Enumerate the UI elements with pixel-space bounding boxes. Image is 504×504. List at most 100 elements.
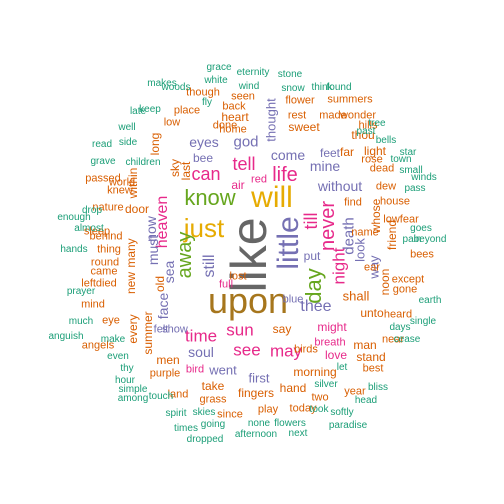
word-thou: thou	[351, 128, 375, 142]
word-put: put	[303, 249, 321, 263]
word-flower: flower	[285, 94, 315, 107]
word-take: take	[201, 379, 225, 393]
word-went: went	[209, 362, 237, 378]
word-will: will	[251, 181, 293, 214]
word-silver: silver	[314, 379, 338, 390]
word-going: going	[200, 419, 226, 430]
word-grass: grass	[199, 393, 227, 406]
word-thee: thee	[300, 298, 332, 315]
word-passed: passed	[85, 172, 121, 185]
word-sun: sun	[226, 320, 254, 340]
word-nature: nature	[92, 201, 124, 214]
word-since: since	[217, 408, 243, 421]
word-skies: skies	[192, 407, 216, 418]
word-hands: hands	[60, 244, 88, 255]
word-lowfear: lowfear	[383, 213, 419, 226]
word-prayer: prayer	[66, 286, 96, 297]
word-bees: bees	[410, 248, 434, 261]
word-hills: hills	[358, 119, 378, 132]
word-men: men	[156, 353, 180, 367]
word-almost: almost	[74, 223, 104, 234]
word-late: late	[129, 106, 147, 117]
word-round: round	[90, 256, 120, 269]
word-make: make	[100, 334, 126, 345]
word-know: know	[184, 185, 236, 210]
word-softly: softly	[330, 407, 354, 418]
word-never: never	[317, 200, 339, 252]
word-pain: pain	[402, 234, 422, 245]
word-red: red	[251, 173, 267, 186]
word-life: life	[272, 164, 298, 186]
word-touch: touch	[148, 391, 174, 402]
word-tree: tree	[368, 118, 386, 129]
word-light: light	[363, 144, 387, 158]
word-afternoon: afternoon	[234, 429, 278, 440]
word-dropped: dropped	[186, 434, 224, 445]
word-still: still	[201, 254, 218, 278]
word-summers: summers	[327, 93, 373, 106]
word-eyes: eyes	[189, 134, 219, 150]
word-new: new	[124, 271, 138, 295]
word-flowers: flowers	[274, 418, 306, 429]
word-soul: soul	[188, 344, 214, 360]
word-ear: ear	[364, 261, 380, 274]
word-enough: enough	[57, 212, 91, 223]
word-cease: cease	[393, 334, 421, 345]
word-thy: thy	[120, 363, 134, 374]
word-keep: keep	[139, 104, 161, 115]
word-beyond: beyond	[413, 234, 447, 245]
word-goes: goes	[410, 223, 432, 234]
word-blue: blue	[282, 293, 304, 306]
word-purple: purple	[149, 367, 181, 380]
word-show: show	[162, 323, 188, 336]
word-among: among	[117, 393, 149, 404]
word-angels: angels	[81, 339, 115, 352]
word-stand: stand	[356, 350, 386, 364]
word-far: far	[339, 145, 355, 159]
word-wonder: wonder	[339, 109, 377, 122]
word-back: back	[222, 100, 246, 113]
word-face: face	[155, 292, 171, 320]
word-gone: gone	[392, 283, 418, 296]
word-first: first	[248, 370, 270, 386]
word-heard: heard	[383, 308, 413, 321]
word-snow: snow	[281, 83, 305, 94]
word-love: love	[324, 348, 348, 362]
word-seen: seen	[231, 90, 255, 103]
word-came: came	[90, 265, 118, 278]
word-see: see	[233, 340, 261, 360]
word-fingers: fingers	[237, 386, 275, 400]
word-small: small	[399, 165, 423, 176]
word-feet: feet	[319, 146, 341, 160]
word-mine: mine	[309, 158, 341, 174]
word-little: little	[272, 216, 305, 270]
word-birds: birds	[294, 343, 318, 356]
word-look: look	[352, 238, 368, 262]
word-old: old	[153, 275, 167, 293]
word-summer: summer	[141, 311, 155, 355]
word-may: may	[269, 341, 303, 361]
word-rose: rose	[361, 153, 383, 166]
word-made: made	[319, 109, 347, 122]
word-wind: wind	[238, 81, 260, 92]
word-sweet: sweet	[288, 120, 320, 134]
word-anguish: anguish	[48, 331, 84, 342]
word-land: land	[167, 388, 189, 401]
word-year: year	[344, 385, 366, 398]
word-full: full	[218, 278, 234, 291]
word-bird: bird	[185, 363, 205, 376]
word-even: even	[107, 351, 129, 362]
word-lost: lost	[229, 270, 247, 283]
word-simple: simple	[118, 384, 148, 395]
word-unto: unto	[360, 306, 384, 320]
word-breath: breath	[314, 336, 346, 349]
word-drop: drop	[81, 205, 103, 216]
word-star: star	[399, 147, 417, 158]
word-dew: dew	[375, 180, 397, 193]
word-town: town	[390, 154, 412, 165]
word-read: read	[91, 139, 113, 150]
word-found: found	[326, 82, 352, 93]
word-bells: bells	[375, 135, 397, 146]
word-well: well	[118, 122, 136, 133]
word-side: side	[118, 137, 138, 148]
